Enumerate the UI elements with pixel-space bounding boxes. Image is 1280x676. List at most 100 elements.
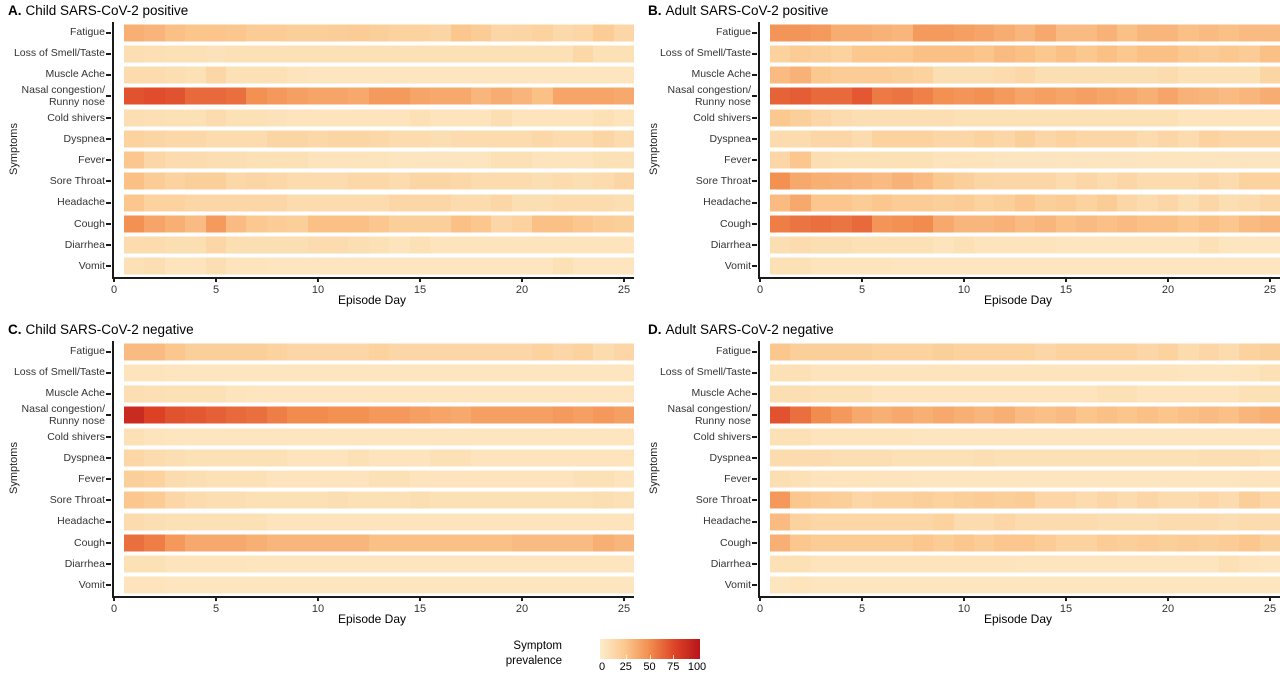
heatmap-cell xyxy=(851,364,873,382)
heatmap-cell xyxy=(389,513,410,531)
heatmap-cell xyxy=(266,513,288,531)
y-tick-mark xyxy=(752,499,757,502)
heatmap-strip xyxy=(770,576,1280,594)
heatmap-cell xyxy=(872,130,893,148)
x-tick-mark xyxy=(623,596,625,601)
heatmap-cell xyxy=(511,555,533,573)
heatmap-cell xyxy=(348,343,369,361)
heatmap-cell xyxy=(933,470,954,488)
heatmap-cell xyxy=(328,109,349,127)
heatmap-cell xyxy=(124,151,145,169)
heatmap-cell xyxy=(226,491,247,509)
y-tick-mark xyxy=(752,478,757,481)
heatmap-cell xyxy=(1157,66,1179,84)
heatmap-cell xyxy=(246,130,267,148)
heatmap-cell xyxy=(450,385,471,403)
x-tick-mark xyxy=(759,596,761,601)
heatmap-cell xyxy=(409,555,431,573)
y-axis-label: Headache xyxy=(703,196,751,209)
heatmap-cell xyxy=(450,406,471,424)
heatmap-cell xyxy=(953,576,975,594)
heatmap-cell xyxy=(389,534,410,552)
heatmap-cell xyxy=(511,215,533,233)
heatmap-strip xyxy=(770,555,1280,573)
heatmap-cell xyxy=(470,215,492,233)
x-tick-mark xyxy=(317,596,319,601)
heatmap-cell xyxy=(246,87,267,105)
heatmap-cell xyxy=(266,236,288,254)
heatmap-cell xyxy=(572,87,594,105)
heatmap-cell xyxy=(470,194,492,212)
heatmap-cell xyxy=(933,109,954,127)
heatmap-cell xyxy=(1157,130,1179,148)
heatmap-cell xyxy=(450,513,471,531)
heatmap-cell xyxy=(226,24,247,42)
heatmap-cell xyxy=(348,87,369,105)
heatmap-row xyxy=(752,447,1280,468)
heatmap-cell xyxy=(810,151,832,169)
heatmap-cell xyxy=(872,428,893,446)
heatmap-strip xyxy=(124,215,635,233)
heatmap-cell xyxy=(124,236,145,254)
heatmap-cell xyxy=(953,491,975,509)
heatmap-cell xyxy=(1116,66,1138,84)
heatmap-cell xyxy=(164,428,186,446)
heatmap-strip xyxy=(124,343,635,361)
heatmap-cell xyxy=(933,406,954,424)
heatmap-cell xyxy=(532,130,553,148)
heatmap-strip xyxy=(124,513,635,531)
heatmap-cell xyxy=(953,236,975,254)
heatmap-cell xyxy=(1198,109,1219,127)
heatmap-cell xyxy=(872,343,893,361)
heatmap-cell xyxy=(185,385,206,403)
y-axis-label: Cold shivers xyxy=(693,112,751,125)
heatmap-cell xyxy=(205,109,227,127)
heatmap-cell xyxy=(953,513,975,531)
heatmap-cell xyxy=(511,491,533,509)
y-tick-mark xyxy=(106,350,111,353)
heatmap-strip xyxy=(124,151,635,169)
heatmap-cell xyxy=(994,576,1015,594)
heatmap-row xyxy=(106,43,635,64)
heatmap-cell xyxy=(974,470,995,488)
heatmap-cell xyxy=(307,470,329,488)
heatmap-cell xyxy=(368,534,390,552)
heatmap-cell xyxy=(953,24,975,42)
heatmap-cell xyxy=(511,87,533,105)
heatmap-cell xyxy=(1137,215,1158,233)
heatmap-cell xyxy=(1096,491,1117,509)
heatmap-cell xyxy=(994,45,1015,63)
heatmap-cell xyxy=(933,343,954,361)
y-tick-mark xyxy=(752,159,757,162)
heatmap-cell xyxy=(205,66,227,84)
heatmap-strip xyxy=(124,87,635,105)
heatmap-cell xyxy=(144,109,165,127)
heatmap-row xyxy=(106,426,635,447)
heatmap-strip xyxy=(124,491,635,509)
heatmap-cell xyxy=(810,87,832,105)
heatmap-cell xyxy=(1239,364,1260,382)
heatmap-cell xyxy=(1137,257,1158,275)
heatmap-cell xyxy=(532,66,553,84)
heatmap-cell xyxy=(1055,534,1077,552)
heatmap-cell xyxy=(974,66,995,84)
legend-gradient-bar xyxy=(600,639,700,659)
heatmap-cell xyxy=(974,87,995,105)
heatmap-cell xyxy=(389,576,410,594)
heatmap-cell xyxy=(1157,534,1179,552)
heatmap-cell xyxy=(144,172,165,190)
heatmap-cell xyxy=(470,151,492,169)
heatmap-cell xyxy=(368,87,390,105)
heatmap-cell xyxy=(1035,236,1056,254)
heatmap-cell xyxy=(790,87,811,105)
heatmap-cell xyxy=(953,534,975,552)
heatmap-cell xyxy=(974,236,995,254)
heatmap-cell xyxy=(613,130,635,148)
heatmap-cell xyxy=(1239,151,1260,169)
heatmap-cell xyxy=(851,470,873,488)
heatmap-cell xyxy=(1218,257,1240,275)
heatmap-cell xyxy=(226,534,247,552)
y-tick-mark xyxy=(752,116,757,119)
heatmap-cell xyxy=(552,215,573,233)
heatmap-cell xyxy=(1259,555,1280,573)
